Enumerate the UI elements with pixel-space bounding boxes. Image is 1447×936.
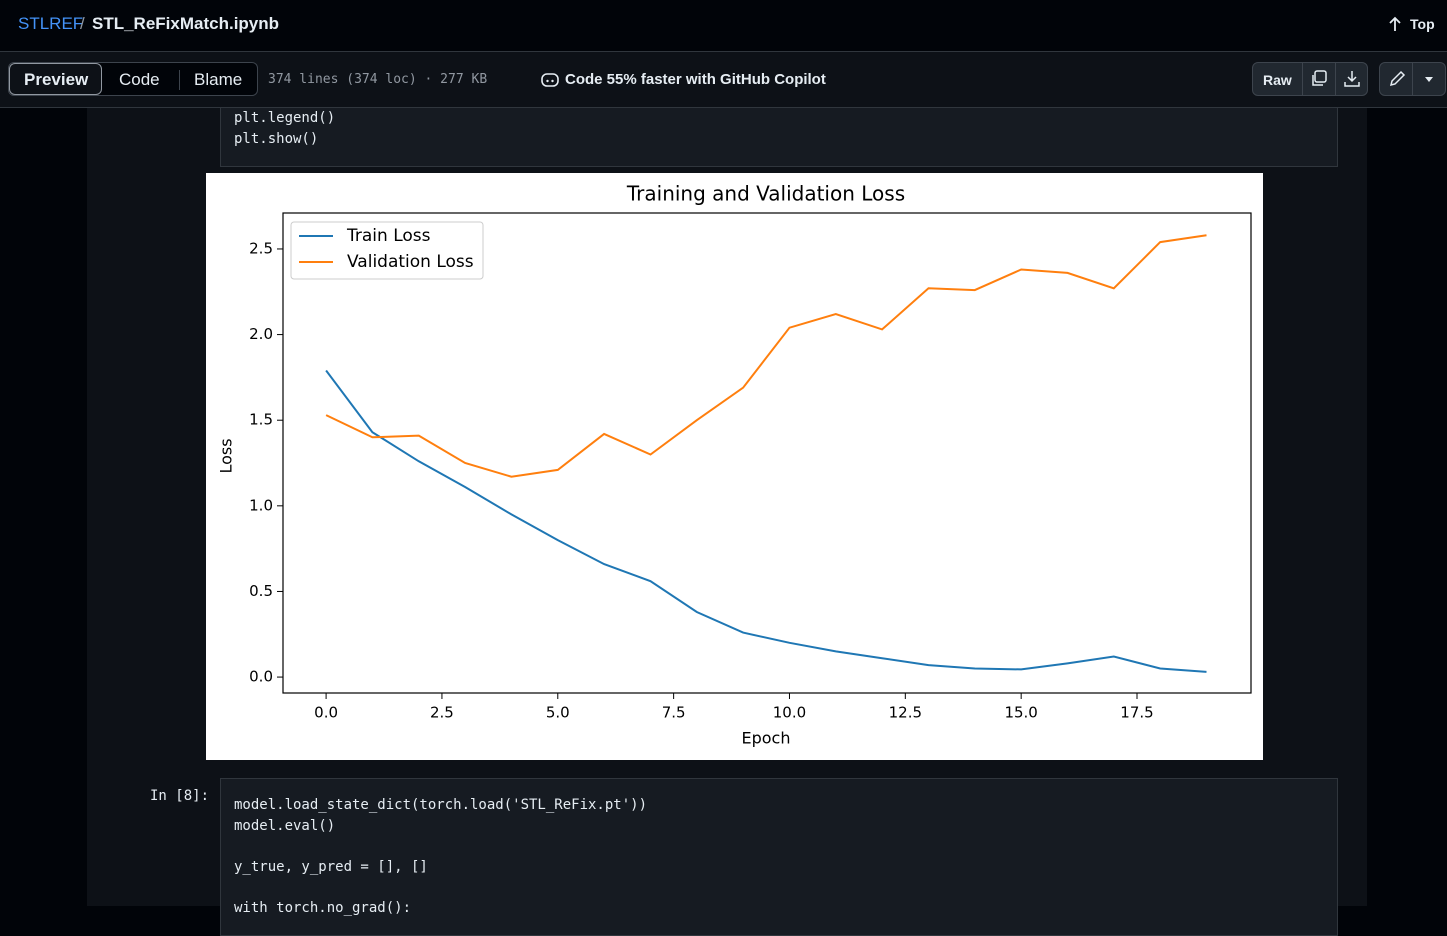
- y-tick-label: 1.5: [249, 411, 273, 429]
- tab-code[interactable]: Code: [119, 70, 160, 89]
- separator: /: [80, 14, 85, 33]
- code-line: plt.legend(): [234, 110, 336, 126]
- code-cell: plt.legend() plt.show(): [220, 108, 1338, 167]
- header: STLREF / STL_ReFixMatch.ipynb Top: [0, 0, 1447, 52]
- x-tick-label: 2.5: [430, 704, 454, 722]
- preview-tab-bg: [9, 63, 102, 95]
- cell-prompt: In [8]:: [150, 788, 210, 804]
- tab-preview[interactable]: Preview: [24, 70, 89, 89]
- divider: [179, 70, 180, 90]
- copilot-promo[interactable]: Code 55% faster with GitHub Copilot: [565, 71, 826, 88]
- code-line: y_true, y_pred = [], []: [234, 858, 428, 875]
- file-info: 374 lines (374 loc) · 277 KB: [268, 72, 488, 87]
- y-tick-label: 0.5: [249, 582, 273, 600]
- series-line: [325, 369, 1207, 673]
- chart: Training and Validation Loss Epoch Loss …: [206, 173, 1263, 760]
- edit-button[interactable]: [1387, 69, 1407, 89]
- axes-frame: [282, 212, 1252, 694]
- code-line: model.load_state_dict(torch.load('STL_Re…: [234, 797, 648, 813]
- divider: [1302, 63, 1303, 95]
- arrow-up-icon: [1389, 16, 1401, 31]
- x-tick-label: 12.5: [889, 704, 922, 722]
- x-axis-label: Epoch: [742, 729, 791, 748]
- raw-group: [1252, 62, 1368, 96]
- y-tick-label: 2.5: [249, 239, 273, 257]
- more-button[interactable]: [1422, 75, 1436, 85]
- x-tick-label: 0.0: [314, 704, 338, 722]
- raw-button[interactable]: Raw: [1263, 72, 1292, 88]
- series-line: [325, 234, 1207, 478]
- repo-link[interactable]: STLREF: [18, 14, 84, 33]
- top-link[interactable]: Top: [1410, 16, 1435, 32]
- code-line: plt.show(): [234, 130, 319, 147]
- file-name: STL_ReFixMatch.ipynb: [92, 14, 280, 33]
- tab-blame[interactable]: Blame: [194, 70, 243, 89]
- download-button[interactable]: [1342, 69, 1362, 89]
- y-axis-label: Loss: [217, 438, 236, 473]
- code-line: [221, 877, 1337, 898]
- y-tick-label: 0.0: [249, 668, 273, 686]
- code-line: model.eval(): [234, 817, 336, 834]
- copy-button[interactable]: [1309, 69, 1329, 89]
- legend-label: Validation Loss: [347, 252, 474, 272]
- x-tick-label: 15.0: [1004, 704, 1037, 722]
- divider: [1412, 63, 1413, 95]
- legend-label: Train Loss: [346, 226, 431, 246]
- code-line: with torch.no_grad():: [234, 899, 412, 916]
- y-tick-label: 1.0: [249, 496, 273, 514]
- y-tick-label: 2.0: [249, 325, 273, 343]
- copilot-icon: [541, 73, 559, 87]
- chart-title: Training and Validation Loss: [626, 182, 905, 206]
- x-tick-label: 5.0: [546, 704, 570, 722]
- legend-box: [290, 221, 484, 280]
- x-tick-label: 7.5: [662, 704, 686, 722]
- code-line: [221, 836, 1337, 857]
- x-tick-label: 17.5: [1120, 704, 1153, 722]
- x-tick-label: 10.0: [773, 704, 806, 722]
- code-cell: model.load_state_dict(torch.load('STL_Re…: [220, 778, 1338, 936]
- divider: [1335, 63, 1336, 95]
